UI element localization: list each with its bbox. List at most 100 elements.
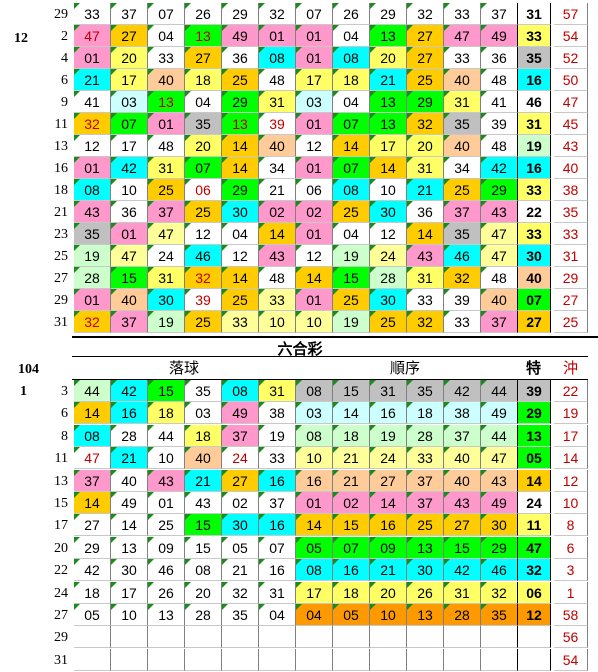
upper-order-cell[interactable]: 04: [333, 25, 370, 47]
upper-special-cell[interactable]: 30: [517, 245, 551, 267]
upper-order-cell[interactable]: 32: [407, 311, 444, 333]
lower-order-cell[interactable]: [296, 648, 333, 671]
lower-order-cell[interactable]: 05: [296, 536, 333, 559]
upper-special-cell[interactable]: 31: [517, 113, 551, 135]
lower-ball-cell[interactable]: 32: [222, 581, 259, 604]
upper-ball-cell[interactable]: 26: [185, 3, 222, 25]
lower-order-cell[interactable]: 01: [296, 492, 333, 514]
upper-ball-cell[interactable]: 42: [111, 157, 148, 179]
upper-ball-cell[interactable]: 48: [259, 267, 296, 289]
upper-order-cell[interactable]: 24: [370, 245, 407, 267]
lower-order-cell[interactable]: 08: [296, 424, 333, 447]
upper-special-cell[interactable]: 16: [517, 69, 551, 91]
lower-order-cell[interactable]: 44: [481, 424, 518, 447]
upper-order-cell[interactable]: 48: [481, 69, 518, 91]
upper-order-cell[interactable]: 36: [407, 201, 444, 223]
lower-ball-cell[interactable]: 08: [222, 380, 259, 402]
upper-order-cell[interactable]: 37: [481, 311, 518, 333]
upper-order-cell[interactable]: 08: [333, 47, 370, 69]
lower-special-cell[interactable]: 29: [517, 402, 551, 425]
lower-ball-cell[interactable]: [222, 626, 259, 649]
lower-ball-cell[interactable]: 29: [74, 536, 111, 559]
lower-order-cell[interactable]: 08: [296, 559, 333, 582]
upper-ball-cell[interactable]: 08: [259, 47, 296, 69]
lower-order-cell[interactable]: 08: [296, 380, 333, 402]
upper-re-cell[interactable]: 25: [554, 311, 588, 333]
lower-ball-cell[interactable]: 13: [148, 604, 185, 626]
upper-ball-cell[interactable]: 12: [185, 223, 222, 245]
upper-order-cell[interactable]: 26: [333, 3, 370, 25]
lower-order-cell[interactable]: 24: [370, 447, 407, 470]
upper-order-cell[interactable]: 47: [481, 245, 518, 267]
upper-order-cell[interactable]: 32: [407, 3, 444, 25]
lower-ball-cell[interactable]: 25: [148, 514, 185, 537]
lower-order-cell[interactable]: 33: [407, 447, 444, 470]
upper-special-cell[interactable]: 33: [517, 223, 551, 245]
upper-ball-cell[interactable]: 19: [74, 245, 111, 267]
lower-special-cell[interactable]: 47: [517, 536, 551, 559]
lower-re-cell[interactable]: 19: [554, 402, 588, 425]
lower-ball-cell[interactable]: 37: [74, 469, 111, 492]
upper-order-cell[interactable]: 12: [296, 135, 333, 157]
upper-ball-cell[interactable]: 30: [148, 289, 185, 311]
lower-order-cell[interactable]: 13: [407, 536, 444, 559]
lower-ball-cell[interactable]: 42: [74, 559, 111, 582]
upper-order-cell[interactable]: 41: [481, 91, 518, 113]
upper-ball-cell[interactable]: 31: [148, 157, 185, 179]
lower-order-cell[interactable]: 46: [481, 559, 518, 582]
upper-order-cell[interactable]: 25: [444, 179, 481, 201]
lower-ball-cell[interactable]: [222, 648, 259, 671]
lower-special-cell[interactable]: 06: [517, 581, 551, 604]
upper-special-cell[interactable]: 19: [517, 135, 551, 157]
upper-order-cell[interactable]: 14: [370, 157, 407, 179]
lower-special-cell[interactable]: 11: [517, 514, 551, 537]
lower-ball-cell[interactable]: 33: [259, 447, 296, 470]
lower-ball-cell[interactable]: 18: [74, 581, 111, 604]
upper-ball-cell[interactable]: 25: [222, 69, 259, 91]
lower-order-cell[interactable]: 42: [444, 380, 481, 402]
upper-ball-cell[interactable]: 06: [185, 179, 222, 201]
upper-order-cell[interactable]: 48: [481, 267, 518, 289]
upper-ball-cell[interactable]: 46: [185, 245, 222, 267]
upper-order-cell[interactable]: 02: [296, 201, 333, 223]
lower-order-cell[interactable]: 35: [481, 604, 518, 626]
lower-order-cell[interactable]: [444, 626, 481, 649]
lower-ball-cell[interactable]: 18: [148, 402, 185, 425]
upper-re-cell[interactable]: 57: [554, 3, 588, 25]
lower-ball-cell[interactable]: 31: [259, 581, 296, 604]
lower-order-cell[interactable]: 16: [333, 559, 370, 582]
lower-order-cell[interactable]: 27: [370, 469, 407, 492]
lower-ball-cell[interactable]: [185, 626, 222, 649]
lower-order-cell[interactable]: 05: [333, 604, 370, 626]
upper-ball-cell[interactable]: 28: [74, 267, 111, 289]
upper-order-cell[interactable]: 13: [370, 91, 407, 113]
upper-order-cell[interactable]: 14: [296, 267, 333, 289]
upper-order-cell[interactable]: 33: [444, 3, 481, 25]
upper-order-cell[interactable]: 33: [407, 289, 444, 311]
lower-order-cell[interactable]: 07: [333, 536, 370, 559]
lower-order-cell[interactable]: 37: [444, 424, 481, 447]
upper-order-cell[interactable]: 36: [481, 47, 518, 69]
lower-order-cell[interactable]: 31: [444, 581, 481, 604]
upper-order-cell[interactable]: 01: [296, 289, 333, 311]
upper-ball-cell[interactable]: 43: [259, 245, 296, 267]
upper-ball-cell[interactable]: 13: [222, 113, 259, 135]
upper-ball-cell[interactable]: 37: [111, 3, 148, 25]
upper-order-cell[interactable]: 32: [407, 113, 444, 135]
upper-order-cell[interactable]: 27: [407, 47, 444, 69]
upper-ball-cell[interactable]: 36: [222, 47, 259, 69]
upper-special-cell[interactable]: 46: [517, 91, 551, 113]
lower-ball-cell[interactable]: 15: [185, 536, 222, 559]
upper-ball-cell[interactable]: 19: [148, 311, 185, 333]
lower-ball-cell[interactable]: 16: [259, 469, 296, 492]
lower-special-cell[interactable]: 13: [517, 424, 551, 447]
upper-ball-cell[interactable]: 48: [148, 135, 185, 157]
upper-ball-cell[interactable]: 07: [148, 3, 185, 25]
lower-order-cell[interactable]: 16: [370, 514, 407, 537]
upper-ball-cell[interactable]: 27: [185, 47, 222, 69]
upper-order-cell[interactable]: 29: [370, 3, 407, 25]
upper-ball-cell[interactable]: 07: [111, 113, 148, 135]
upper-ball-cell[interactable]: 30: [222, 201, 259, 223]
lower-order-cell[interactable]: 18: [333, 581, 370, 604]
lower-special-cell[interactable]: [517, 648, 551, 671]
